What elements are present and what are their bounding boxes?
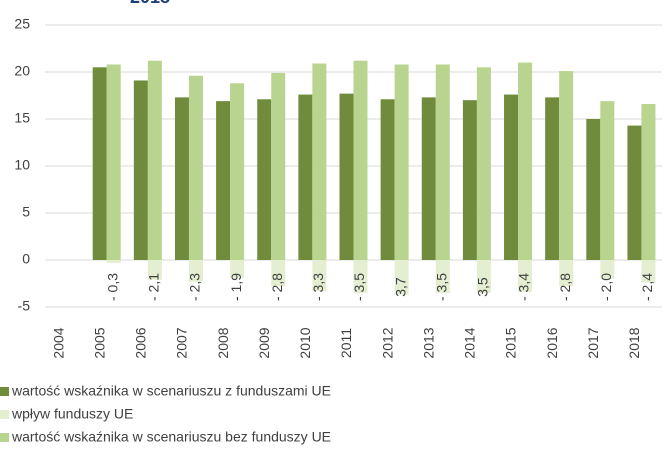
x-tick-label: 2013 — [420, 327, 436, 358]
chart-title: 2018 — [130, 0, 170, 7]
data-label: - 2,3 — [187, 273, 203, 301]
bar — [298, 94, 313, 260]
data-label: - 3,3 — [310, 273, 326, 301]
x-tick-label: 2016 — [544, 327, 560, 358]
bar — [545, 97, 560, 260]
data-label: 3,5 — [475, 277, 491, 297]
y-tick-label: 25 — [14, 16, 30, 32]
data-label: - 2,8 — [269, 273, 285, 301]
bar — [518, 260, 533, 292]
bar — [230, 83, 245, 260]
data-label: - 2,1 — [146, 273, 162, 301]
bar — [435, 64, 450, 260]
y-tick-label: 15 — [14, 110, 30, 126]
bar — [147, 260, 162, 280]
bar — [600, 101, 615, 260]
y-tick-label: 10 — [14, 157, 30, 173]
bar — [312, 260, 327, 292]
bar — [106, 64, 121, 260]
bar — [188, 260, 203, 282]
bar — [394, 64, 409, 260]
bar — [133, 80, 148, 261]
bar — [435, 260, 450, 293]
y-tick-label: 0 — [22, 251, 30, 267]
x-tick-label: 2014 — [462, 327, 478, 358]
data-label: 3,7 — [392, 277, 408, 297]
bar — [271, 72, 286, 260]
legend-swatch — [0, 410, 9, 419]
data-label: - 2,0 — [598, 273, 614, 301]
bar — [476, 67, 491, 260]
bar — [641, 103, 656, 261]
bar — [147, 60, 162, 260]
x-tick-label: 2018 — [626, 327, 642, 358]
bar — [600, 260, 615, 279]
x-tick-label: 2015 — [503, 327, 519, 358]
bar — [216, 101, 231, 260]
legend-label: wartość wskaźnika w scenariuszu z fundus… — [11, 383, 331, 399]
bar — [92, 67, 107, 260]
bar — [353, 260, 368, 293]
x-tick-label: 2009 — [256, 327, 272, 358]
bar — [312, 63, 327, 260]
bar — [353, 60, 368, 260]
y-tick-label: 5 — [22, 204, 30, 220]
x-tick-label: 2017 — [585, 327, 601, 358]
bar — [586, 119, 601, 260]
x-tick-label: 2006 — [133, 327, 149, 358]
legend-label: wartość wskaźnika w scenariuszu bez fund… — [11, 429, 331, 445]
bar — [339, 93, 354, 261]
x-tick-label: 2008 — [215, 327, 231, 358]
x-tick-label: 2011 — [338, 328, 354, 358]
legend-swatch — [0, 433, 9, 442]
bar — [462, 100, 477, 260]
bar — [188, 75, 203, 260]
bar — [174, 97, 189, 260]
legend-label: wpływ funduszy UE — [11, 406, 133, 422]
bar — [421, 97, 436, 260]
bar — [257, 99, 272, 260]
data-label: - 3,5 — [433, 273, 449, 301]
bar — [504, 94, 519, 260]
bar — [641, 260, 656, 283]
x-tick-label: 2012 — [379, 327, 395, 358]
data-label: - 0,3 — [104, 273, 120, 301]
data-label: - 3,4 — [516, 273, 532, 301]
bar — [394, 260, 409, 295]
legend-swatch — [0, 387, 9, 396]
x-tick-label: 2007 — [174, 327, 190, 358]
y-tick-label: 20 — [14, 63, 30, 79]
data-label: - 3,5 — [351, 273, 367, 301]
data-label: - 2,8 — [557, 273, 573, 301]
x-tick-label: 2010 — [297, 327, 313, 358]
bar — [230, 260, 245, 278]
x-tick-label: 2004 — [50, 327, 66, 358]
bar — [271, 260, 286, 287]
bar — [106, 260, 121, 263]
bar — [476, 260, 491, 293]
bar — [627, 125, 642, 260]
y-tick-label: -5 — [18, 298, 31, 314]
data-label: - 2,4 — [639, 273, 655, 301]
data-label: - 1,9 — [228, 273, 244, 301]
bar — [559, 260, 574, 287]
bar — [518, 62, 533, 260]
x-tick-label: 2005 — [91, 327, 107, 358]
bar — [559, 71, 574, 260]
bar — [380, 99, 395, 260]
